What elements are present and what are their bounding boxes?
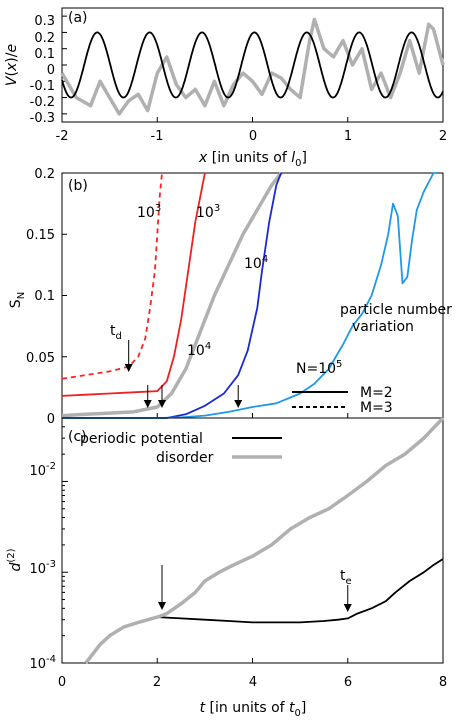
y-tick-label: 0.1 (34, 47, 55, 62)
x-tick-label: 6 (344, 675, 352, 690)
x-tick-label: 8 (439, 675, 447, 690)
y-tick-label: -0.3 (30, 111, 55, 126)
annotation-td: td (110, 323, 122, 342)
annotation-blue-1e4: 104 (244, 254, 268, 272)
time-marker-arrowhead (143, 400, 152, 408)
y-tick-label: 0.15 (26, 228, 55, 243)
panel-c-frame (61, 417, 444, 664)
y-tick-label: 10-3 (29, 559, 56, 577)
annotation-gray-1e4: 104 (187, 341, 211, 359)
annotation-red-dashed-1e3: 103 (137, 203, 161, 221)
x-tick-label: -1 (151, 129, 164, 144)
y-tick-label: 0.05 (26, 351, 55, 366)
time-marker-arrowhead (343, 604, 352, 612)
panel-c-xlabel: t [in units of t0] (200, 700, 307, 719)
panel-b-frame (61, 172, 444, 419)
time-marker-arrowhead (158, 400, 167, 408)
x-tick-label: 4 (249, 675, 257, 690)
legend-label-m2: M=2 (360, 385, 393, 401)
series-line-periodic (157, 558, 444, 624)
series-line-disorder-potential (60, 17, 445, 116)
y-tick-label: 10-2 (29, 461, 56, 479)
panel-a-plot (60, 15, 445, 122)
y-tick-label: -0.2 (30, 95, 55, 110)
annotation-particle-number: particle number (340, 302, 452, 318)
annotation-red-solid-1e3: 103 (196, 203, 220, 221)
y-tick-label: 10-4 (29, 654, 56, 672)
panel-c: (c) 10-2 10-3 10-4 0 2 4 6 8 d(2) t [in … (6, 416, 447, 719)
y-tick-label: 0 (47, 63, 55, 78)
panel-c-plot (61, 416, 445, 665)
series-line-disorder (84, 416, 445, 665)
annotation-te: te (340, 568, 352, 587)
x-tick-label: 2 (153, 675, 161, 690)
time-marker-arrowhead (124, 364, 133, 372)
panel-b: (b) 0.2 0.15 0.1 0.05 0 SN td 103 103 10… (8, 167, 452, 427)
panel-b-plot (61, 171, 444, 419)
x-tick-label: 0 (58, 675, 66, 690)
legend-label-disorder: disorder (156, 450, 214, 466)
series-line-2 (61, 171, 283, 418)
panel-a-xticks: -2 -1 0 1 2 (56, 129, 448, 144)
legend-label-periodic: periodic potential (80, 431, 203, 447)
panel-b-ylabel: SN (8, 292, 27, 308)
panel-a-xlabel: x [in units of l0] (198, 150, 307, 169)
annotation-variation: variation (352, 319, 414, 335)
time-marker-arrowhead (234, 400, 243, 408)
panel-a-frame (61, 7, 444, 123)
y-tick-label: 0 (47, 412, 55, 427)
x-tick-label: 0 (249, 129, 257, 144)
annotation-n-1e5: N=105 (296, 359, 342, 377)
y-tick-label: 0.3 (34, 14, 55, 29)
panel-a-label: (a) (68, 10, 88, 26)
x-tick-label: -2 (56, 129, 69, 144)
x-tick-label: 2 (439, 129, 447, 144)
panel-c-ylabel: d(2) (6, 548, 24, 571)
y-tick-label: -0.1 (30, 79, 55, 94)
panel-c-label: (c) (68, 429, 87, 445)
panel-b-yticks: 0.2 0.15 0.1 0.05 0 (26, 167, 55, 427)
panel-b-label: (b) (68, 178, 88, 194)
y-tick-label: 0.1 (34, 289, 55, 304)
x-tick-label: 1 (344, 129, 352, 144)
panel-b-legend: M=2 M=3 (292, 385, 393, 416)
panel-c-yticks: 10-2 10-3 10-4 (29, 461, 56, 672)
legend-label-m3: M=3 (360, 400, 393, 416)
series-line-1 (61, 172, 206, 397)
panel-a-ylabel: V(x)/e (4, 44, 20, 86)
panel-c-legend: periodic potential disorder (80, 431, 282, 466)
series-line-0 (61, 172, 163, 380)
panel-c-xticks: 0 2 4 6 8 (58, 675, 447, 690)
panel-a-yticks: 0.3 0.2 0.1 0 -0.1 -0.2 -0.3 (30, 14, 55, 126)
y-tick-label: 0.2 (34, 31, 55, 46)
series-line-periodic-potential (61, 31, 444, 99)
time-marker-arrowhead (158, 602, 167, 610)
panel-a: (a) 0.3 0.2 0.1 0 -0.1 -0.2 -0.3 -2 -1 0… (4, 7, 448, 169)
series-line-3 (62, 172, 282, 419)
y-tick-label: 0.2 (34, 167, 55, 182)
series-line-4 (62, 172, 439, 419)
